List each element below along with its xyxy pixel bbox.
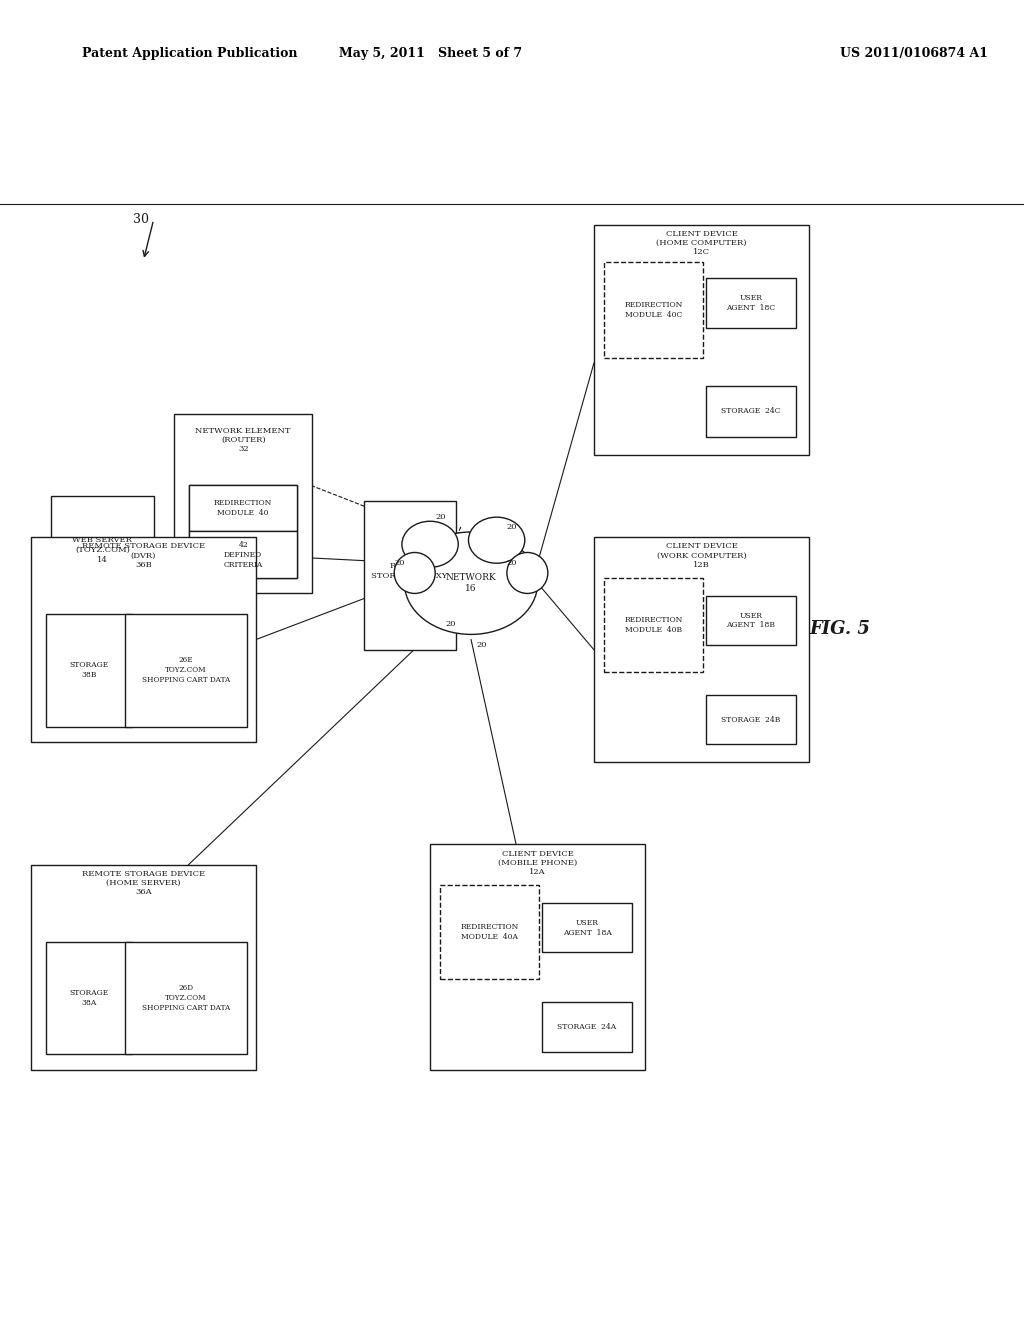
Text: REDIRECTION
MODULE  40C: REDIRECTION MODULE 40C [625,301,683,319]
Bar [430,845,645,1069]
Text: NETWORK
16: NETWORK 16 [445,573,497,593]
Bar [189,484,297,578]
Bar [594,224,809,455]
Bar [706,694,796,744]
Bar [706,277,796,329]
Ellipse shape [394,553,435,594]
Bar [125,941,247,1055]
Text: REDIRECTION
MODULE  40B: REDIRECTION MODULE 40B [625,616,683,634]
Text: 20: 20 [394,558,404,566]
Bar [125,614,247,726]
Text: WEB SERVER
(TOYZ.COM)
14: WEB SERVER (TOYZ.COM) 14 [73,536,132,564]
Text: STORAGE  24A: STORAGE 24A [557,1023,616,1031]
Bar [46,941,132,1055]
Text: REMOTE
STORAGE PROXY
80: REMOTE STORAGE PROXY 80 [372,562,447,589]
Bar [706,385,796,437]
Text: 26E
TOYZ.COM
SHOPPING CART DATA: 26E TOYZ.COM SHOPPING CART DATA [142,656,230,684]
Bar [594,537,809,763]
Text: 20: 20 [445,620,456,628]
Text: REDIRECTION
MODULE  40: REDIRECTION MODULE 40 [214,499,272,517]
Bar [706,595,796,645]
Bar [31,537,256,742]
Text: 42
DEFINED
CRITERIA: 42 DEFINED CRITERIA [223,541,263,569]
Text: STORAGE  24B: STORAGE 24B [721,715,780,723]
Text: STORAGE
38A: STORAGE 38A [70,989,109,1007]
Text: USER
AGENT  18B: USER AGENT 18B [726,611,775,630]
Bar [440,884,540,979]
Ellipse shape [469,517,525,564]
Text: 20: 20 [507,558,517,566]
Text: REDIRECTION
MODULE  40A: REDIRECTION MODULE 40A [461,923,519,941]
Text: REMOTE STORAGE DEVICE
(DVR)
36B: REMOTE STORAGE DEVICE (DVR) 36B [82,543,205,569]
Text: Patent Application Publication: Patent Application Publication [82,46,297,59]
Text: 26D
TOYZ.COM
SHOPPING CART DATA: 26D TOYZ.COM SHOPPING CART DATA [142,985,230,1011]
Bar [364,502,456,649]
Text: USER
AGENT  18C: USER AGENT 18C [726,294,775,312]
Text: CLIENT DEVICE
(HOME COMPUTER)
12C: CLIENT DEVICE (HOME COMPUTER) 12C [656,230,746,256]
Ellipse shape [404,532,538,635]
Text: REMOTE STORAGE DEVICE
(HOME SERVER)
36A: REMOTE STORAGE DEVICE (HOME SERVER) 36A [82,870,205,896]
Text: 30: 30 [133,213,150,226]
Text: STORAGE  24C: STORAGE 24C [721,408,780,416]
Text: STORAGE
38B: STORAGE 38B [70,661,109,678]
Bar [189,532,297,578]
Bar [46,614,132,726]
Text: CLIENT DEVICE
(WORK COMPUTER)
12B: CLIENT DEVICE (WORK COMPUTER) 12B [656,543,746,569]
Text: USER
AGENT  18A: USER AGENT 18A [562,919,611,937]
Text: CLIENT DEVICE
(MOBILE PHONE)
12A: CLIENT DEVICE (MOBILE PHONE) 12A [498,850,578,876]
Text: FIG. 5: FIG. 5 [809,620,870,639]
Ellipse shape [401,521,459,568]
Bar [189,484,297,532]
Bar [31,865,256,1069]
Bar [174,414,312,594]
Bar [604,261,703,359]
Text: US 2011/0106874 A1: US 2011/0106874 A1 [840,46,988,59]
Text: NETWORK ELEMENT
(ROUTER)
32: NETWORK ELEMENT (ROUTER) 32 [196,426,291,453]
Text: 20: 20 [507,523,517,531]
Text: 20: 20 [476,640,486,648]
Bar [542,1002,632,1052]
Bar [542,903,632,953]
Text: May 5, 2011   Sheet 5 of 7: May 5, 2011 Sheet 5 of 7 [339,46,521,59]
Ellipse shape [507,553,548,594]
Text: 20: 20 [435,512,445,520]
Bar [604,578,703,672]
Bar [51,496,154,603]
